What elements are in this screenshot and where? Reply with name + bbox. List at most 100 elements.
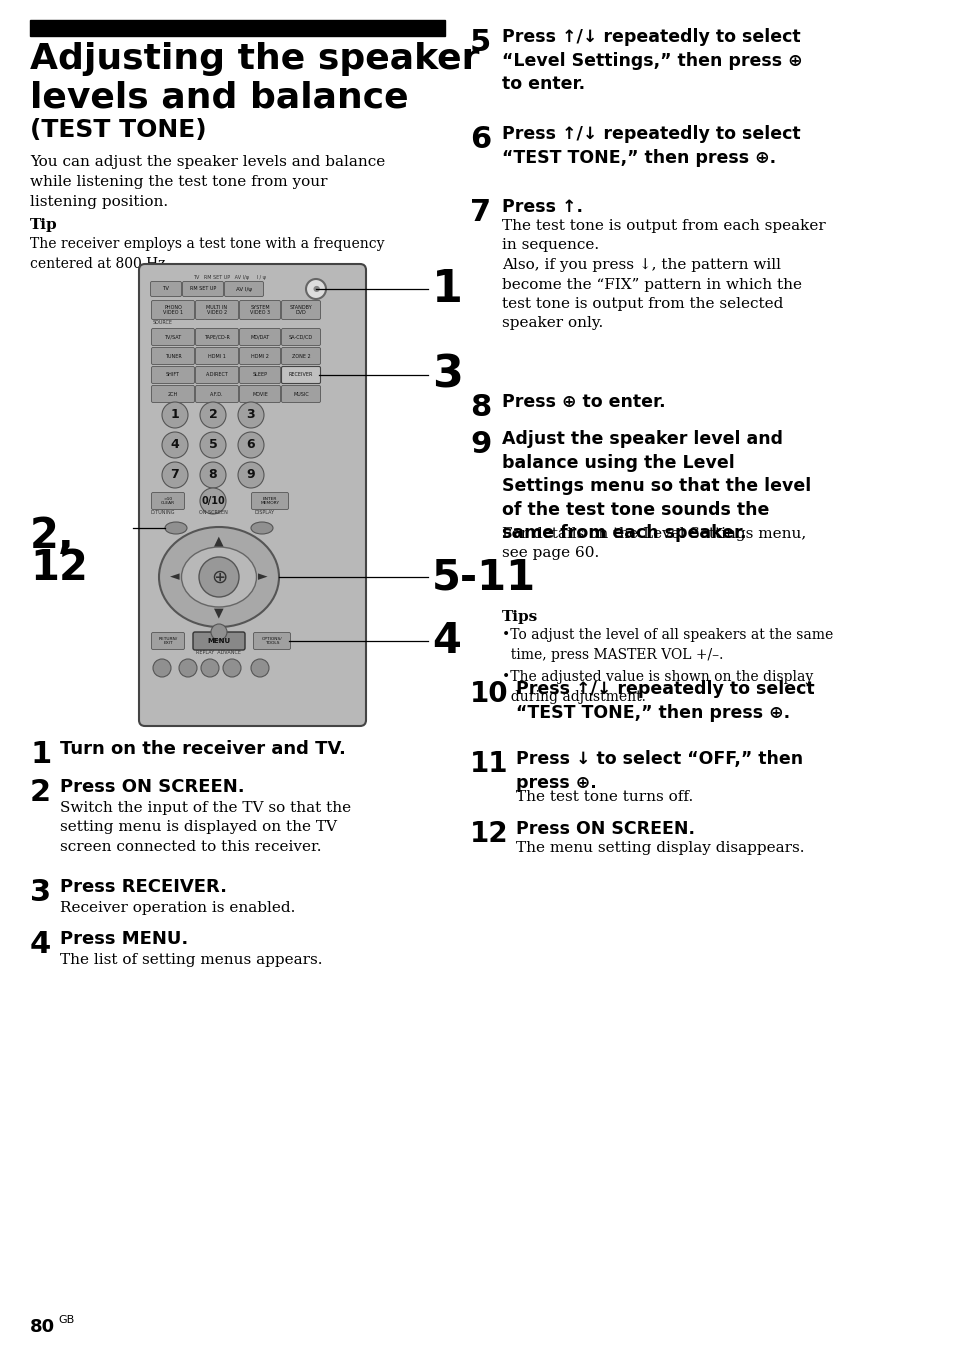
- Circle shape: [237, 402, 264, 429]
- Text: 7: 7: [470, 197, 491, 227]
- Text: 7: 7: [171, 469, 179, 481]
- Text: 9: 9: [247, 469, 255, 481]
- Text: •To adjust the level of all speakers at the same
  time, press MASTER VOL +/–.: •To adjust the level of all speakers at …: [501, 627, 832, 661]
- Ellipse shape: [165, 522, 187, 534]
- Text: 5: 5: [209, 438, 217, 452]
- Circle shape: [251, 658, 269, 677]
- FancyBboxPatch shape: [152, 347, 194, 365]
- Text: 5: 5: [470, 28, 491, 57]
- Text: ►: ►: [258, 571, 268, 584]
- Circle shape: [306, 279, 326, 299]
- Text: TV/SAT: TV/SAT: [164, 334, 181, 339]
- Text: HDMI 1: HDMI 1: [208, 353, 226, 358]
- FancyBboxPatch shape: [152, 366, 194, 384]
- Text: TUNER: TUNER: [165, 353, 181, 358]
- Circle shape: [237, 462, 264, 488]
- Text: Tips: Tips: [501, 610, 537, 625]
- Text: 1: 1: [171, 408, 179, 422]
- Text: ENTER
MEMORY: ENTER MEMORY: [260, 496, 279, 506]
- Text: GB: GB: [58, 1315, 74, 1325]
- Text: The test tone turns off.: The test tone turns off.: [516, 790, 693, 804]
- Text: RM SET UP: RM SET UP: [190, 287, 216, 292]
- Text: Press ON SCREEN.: Press ON SCREEN.: [60, 777, 244, 796]
- Text: AV I/ψ: AV I/ψ: [235, 287, 252, 292]
- Circle shape: [200, 433, 226, 458]
- Text: 2: 2: [30, 777, 51, 807]
- Text: Press ↑/↓ repeatedly to select
“TEST TONE,” then press ⊕.: Press ↑/↓ repeatedly to select “TEST TON…: [501, 124, 800, 166]
- Text: STANDBY
DVD: STANDBY DVD: [290, 304, 312, 315]
- Text: 9: 9: [470, 430, 491, 458]
- Circle shape: [162, 433, 188, 458]
- Text: ◄: ◄: [170, 571, 179, 584]
- Text: levels and balance: levels and balance: [30, 80, 408, 114]
- Text: D.TUNING: D.TUNING: [151, 510, 175, 515]
- Text: Press ⊕ to enter.: Press ⊕ to enter.: [501, 393, 665, 411]
- Text: 8: 8: [209, 469, 217, 481]
- Text: For details on the Level Settings menu,
see page 60.: For details on the Level Settings menu, …: [501, 527, 805, 561]
- Text: ZONE 2: ZONE 2: [292, 353, 310, 358]
- Circle shape: [211, 625, 227, 639]
- Text: A.F.D.: A.F.D.: [210, 392, 224, 396]
- Text: HDMI 2: HDMI 2: [251, 353, 269, 358]
- Text: SLEEP: SLEEP: [253, 373, 267, 377]
- Circle shape: [199, 557, 239, 598]
- FancyBboxPatch shape: [239, 329, 280, 346]
- Text: OPTIONS/
TOOLS: OPTIONS/ TOOLS: [261, 637, 282, 645]
- Text: Press ↑/↓ repeatedly to select
“Level Settings,” then press ⊕
to enter.: Press ↑/↓ repeatedly to select “Level Se…: [501, 28, 801, 93]
- Text: Press ↑/↓ repeatedly to select
“TEST TONE,” then press ⊕.: Press ↑/↓ repeatedly to select “TEST TON…: [516, 680, 814, 722]
- Text: 2CH: 2CH: [168, 392, 178, 396]
- Text: 3: 3: [432, 353, 462, 396]
- FancyBboxPatch shape: [281, 329, 320, 346]
- Bar: [30, 20, 444, 37]
- Text: •The adjusted value is shown on the display
  during adjustment.: •The adjusted value is shown on the disp…: [501, 671, 812, 703]
- Text: 1: 1: [432, 268, 462, 311]
- FancyBboxPatch shape: [195, 385, 238, 403]
- FancyBboxPatch shape: [281, 347, 320, 365]
- FancyBboxPatch shape: [139, 264, 366, 726]
- Text: >10
CLEAR: >10 CLEAR: [161, 496, 175, 506]
- Ellipse shape: [251, 522, 273, 534]
- Text: 11: 11: [470, 750, 508, 777]
- Circle shape: [162, 462, 188, 488]
- FancyBboxPatch shape: [151, 281, 181, 296]
- Text: TV   RM SET UP   AV I/ψ     I / ψ: TV RM SET UP AV I/ψ I / ψ: [193, 274, 266, 280]
- Text: ▼: ▼: [214, 607, 224, 619]
- Circle shape: [201, 658, 219, 677]
- Text: Adjusting the speaker: Adjusting the speaker: [30, 42, 479, 76]
- FancyBboxPatch shape: [239, 300, 280, 319]
- FancyBboxPatch shape: [193, 631, 245, 650]
- Text: The menu setting display disappears.: The menu setting display disappears.: [516, 841, 803, 854]
- Text: TV: TV: [162, 287, 170, 292]
- Text: 5-11: 5-11: [432, 556, 536, 598]
- FancyBboxPatch shape: [224, 281, 263, 296]
- Text: 3: 3: [247, 408, 255, 422]
- Text: Switch the input of the TV so that the
setting menu is displayed on the TV
scree: Switch the input of the TV so that the s…: [60, 800, 351, 854]
- Text: 4: 4: [30, 930, 51, 959]
- FancyBboxPatch shape: [195, 329, 238, 346]
- Text: PHONO
VIDEO 1: PHONO VIDEO 1: [163, 304, 183, 315]
- Text: MUSIC: MUSIC: [293, 392, 309, 396]
- Text: MOVIE: MOVIE: [252, 392, 268, 396]
- FancyBboxPatch shape: [195, 347, 238, 365]
- Text: ▲: ▲: [214, 534, 224, 548]
- Text: REPLAY  ADVANCE: REPLAY ADVANCE: [196, 650, 241, 654]
- FancyBboxPatch shape: [152, 300, 194, 319]
- Circle shape: [200, 402, 226, 429]
- Ellipse shape: [159, 527, 278, 627]
- Text: The list of setting menus appears.: The list of setting menus appears.: [60, 953, 322, 967]
- Text: Tip: Tip: [30, 218, 57, 233]
- FancyBboxPatch shape: [182, 281, 223, 296]
- Circle shape: [237, 433, 264, 458]
- Text: RECEIVER: RECEIVER: [289, 373, 313, 377]
- Text: 2,: 2,: [30, 515, 74, 557]
- FancyBboxPatch shape: [253, 633, 291, 649]
- Text: MD/DAT: MD/DAT: [250, 334, 270, 339]
- Text: The receiver employs a test tone with a frequency
centered at 800 Hz.: The receiver employs a test tone with a …: [30, 237, 384, 270]
- FancyBboxPatch shape: [152, 633, 184, 649]
- FancyBboxPatch shape: [195, 366, 238, 384]
- Text: The test tone is output from each speaker
in sequence.
Also, if you press ↓, the: The test tone is output from each speake…: [501, 219, 825, 330]
- Text: Press ↓ to select “OFF,” then
press ⊕.: Press ↓ to select “OFF,” then press ⊕.: [516, 750, 802, 792]
- Text: A.DIRECT: A.DIRECT: [205, 373, 228, 377]
- Text: Press MENU.: Press MENU.: [60, 930, 188, 948]
- Ellipse shape: [181, 548, 256, 607]
